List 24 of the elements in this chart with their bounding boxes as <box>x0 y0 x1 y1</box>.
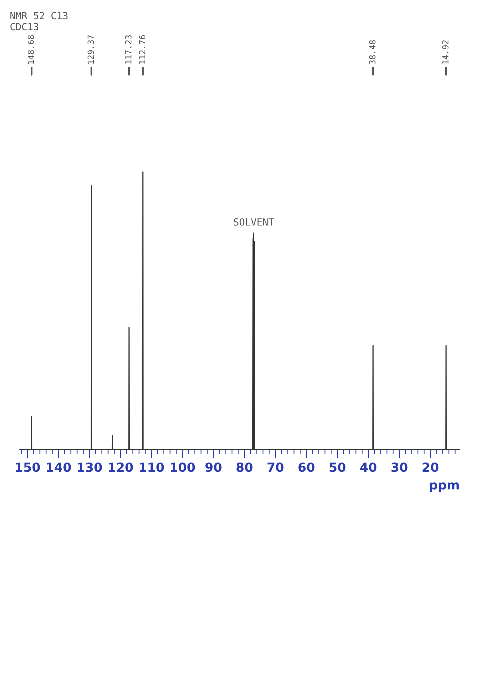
annotation: 117.23 <box>125 36 132 64</box>
annotation: 112.76 <box>139 35 146 64</box>
x-tick-label: 140 <box>47 462 72 472</box>
x-tick-label: 80 <box>236 462 253 472</box>
x-tick-label: 60 <box>298 462 315 472</box>
x-tick-label: 110 <box>140 462 164 472</box>
annotation: 38.48 <box>369 40 376 64</box>
x-tick-label: 150 <box>16 462 40 472</box>
x-tick-label: 90 <box>206 462 222 472</box>
x-tick-label: 20 <box>422 462 439 472</box>
x-tick-label: 30 <box>392 462 408 472</box>
annotation: SOLVENT <box>234 218 274 226</box>
x-tick-label: 70 <box>268 462 284 472</box>
x-tick-label: 40 <box>360 462 377 472</box>
annotation: 14.92 <box>442 40 449 64</box>
text: NMR 52 C13 <box>10 12 68 20</box>
x-tick-label: 130 <box>78 462 102 472</box>
x-axis-title: ppm <box>430 482 460 492</box>
text: CDC13 <box>10 23 39 31</box>
x-tick-label: 120 <box>109 462 134 472</box>
x-tick-label: 50 <box>330 462 346 472</box>
annotation: 148.68 <box>28 35 34 64</box>
annotation: 129.37 <box>88 36 94 64</box>
x-tick-label: 100 <box>171 462 196 472</box>
